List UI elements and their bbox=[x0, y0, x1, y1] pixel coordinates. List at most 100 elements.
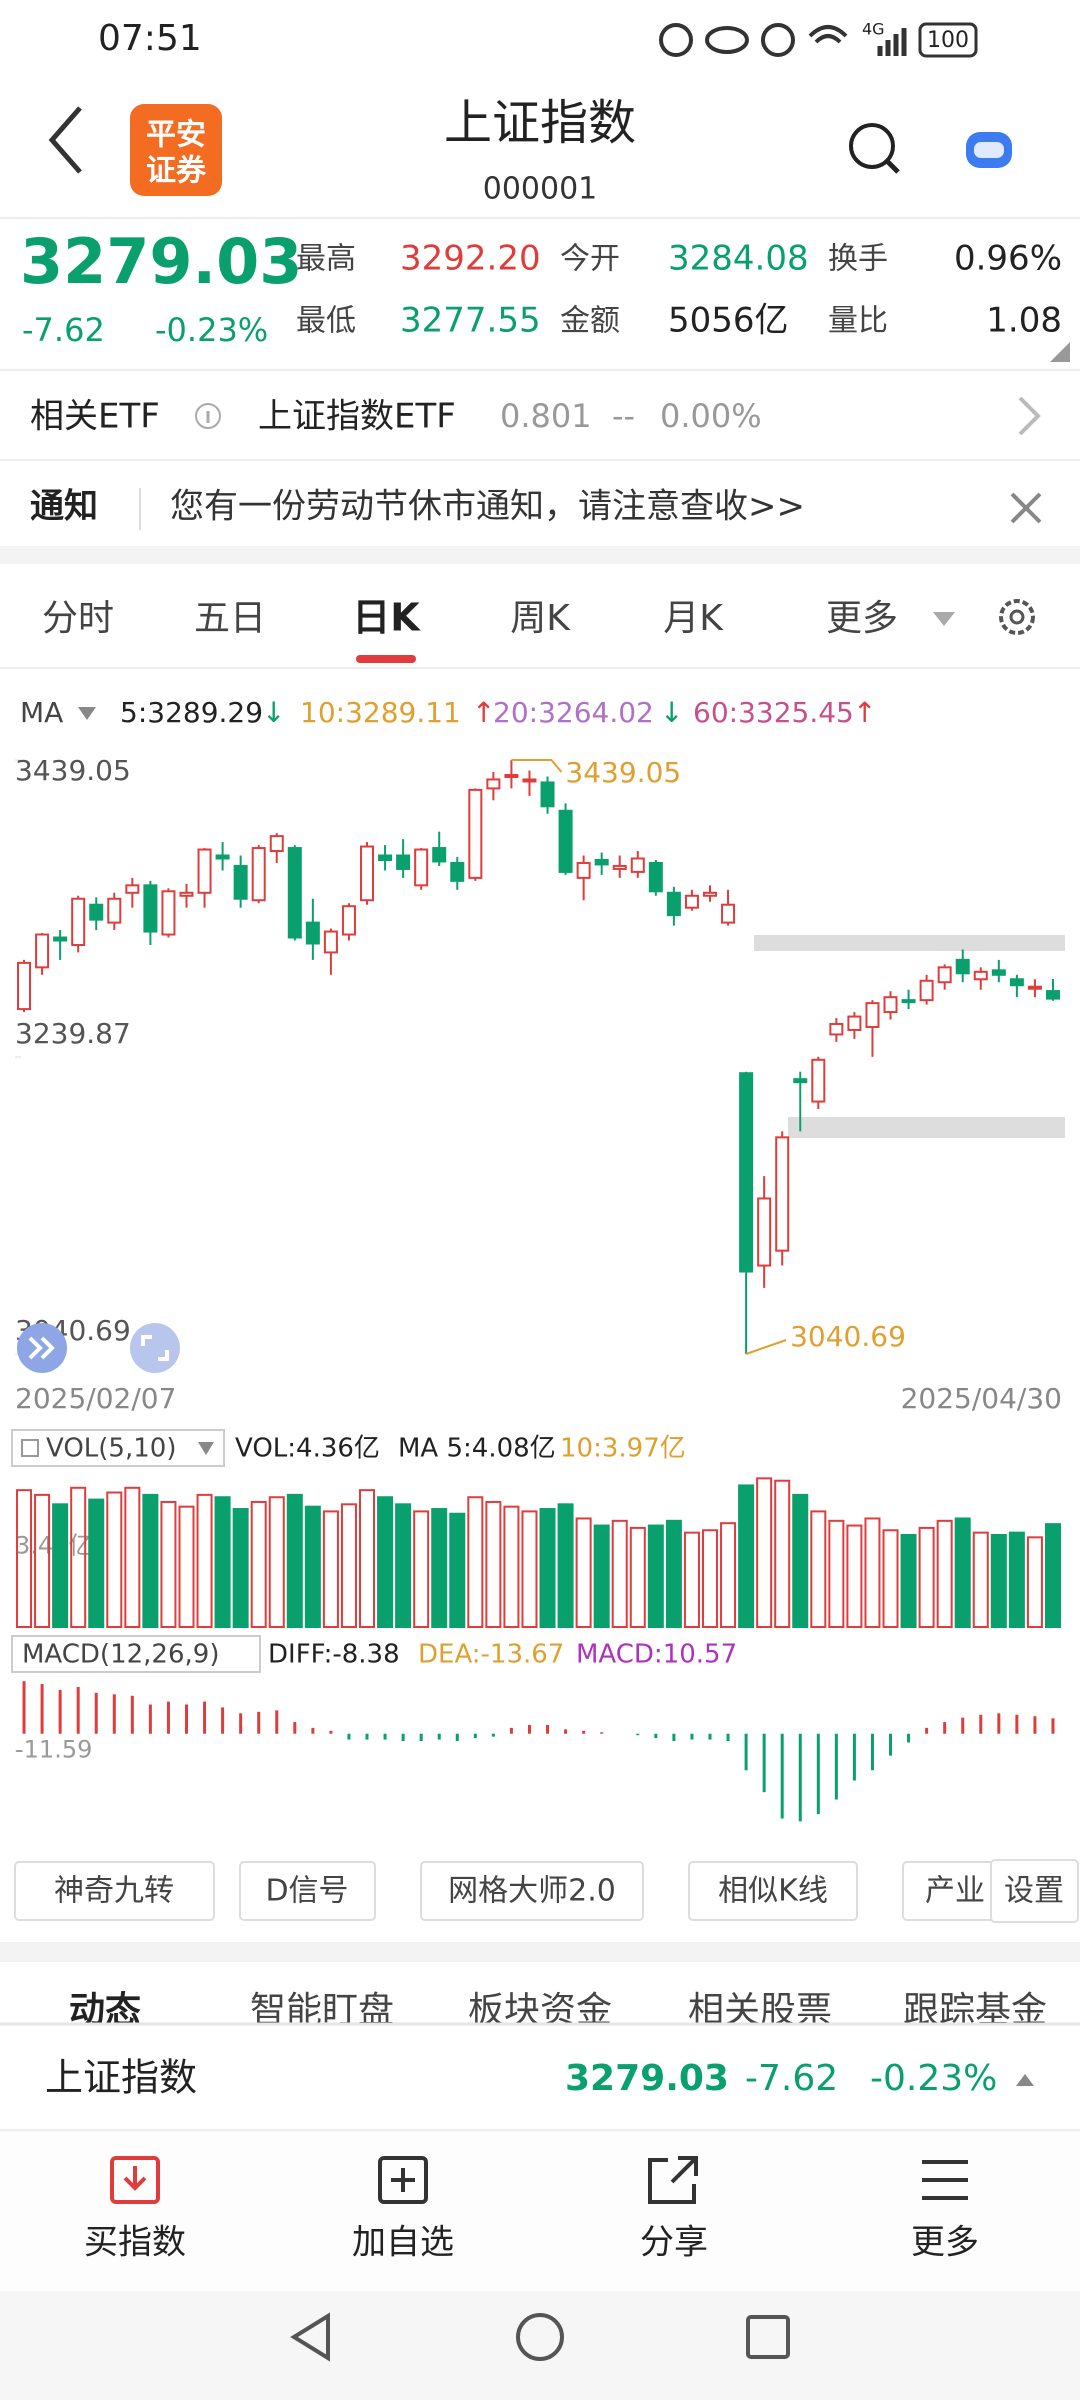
candle-body bbox=[612, 864, 627, 870]
candle-body bbox=[991, 969, 1006, 976]
low-annotation: 3040.69 bbox=[790, 1320, 906, 1353]
tool-button[interactable] bbox=[420, 1861, 644, 1921]
etf-name[interactable]: 上证指数ETF bbox=[258, 397, 456, 437]
vol-label[interactable]: VOL(5,10) bbox=[46, 1434, 176, 1464]
candle-body bbox=[775, 1136, 790, 1252]
macd-tick-label: -11.59 bbox=[15, 1736, 92, 1764]
candle-body bbox=[143, 884, 158, 933]
candle-body bbox=[865, 1002, 880, 1028]
y-tick-label: 3239.87 bbox=[15, 1017, 131, 1050]
info-icon[interactable] bbox=[195, 403, 221, 429]
action-icon[interactable] bbox=[648, 2156, 698, 2204]
tool-label[interactable]: 神奇九转 bbox=[54, 1874, 174, 1909]
tool-label[interactable]: 网格大师2.0 bbox=[448, 1874, 616, 1909]
nav-back[interactable] bbox=[290, 2312, 330, 2362]
field-value: 1.08 bbox=[986, 301, 1062, 341]
search-button[interactable] bbox=[849, 123, 895, 169]
action-label[interactable]: 买指数 bbox=[84, 2223, 186, 2263]
candle-body bbox=[919, 979, 934, 1002]
volume-bar bbox=[846, 1524, 863, 1628]
y-tick-label: 3439.05 bbox=[15, 754, 131, 787]
action-label[interactable]: 分享 bbox=[640, 2223, 708, 2263]
etf-chevron[interactable] bbox=[1018, 396, 1041, 436]
tool-label[interactable]: 设置 bbox=[1004, 1874, 1064, 1909]
action-label[interactable]: 加自选 bbox=[352, 2223, 454, 2263]
price-zone bbox=[788, 1117, 1065, 1138]
notice-text[interactable]: 您有一份劳动节休市通知，请注意查收>> bbox=[170, 487, 805, 527]
action-icon[interactable] bbox=[378, 2156, 428, 2204]
tool-label[interactable]: 产业 bbox=[925, 1874, 985, 1909]
volume-bar bbox=[774, 1479, 791, 1628]
fullscreen-button[interactable] bbox=[130, 1323, 180, 1373]
action-label[interactable]: 更多 bbox=[911, 2223, 979, 2263]
period-tab[interactable]: 更多 bbox=[826, 598, 898, 639]
volume-bar bbox=[395, 1503, 412, 1628]
field-value: 5056亿 bbox=[668, 301, 789, 341]
nav-bar bbox=[0, 2291, 1080, 2400]
volume-bar bbox=[575, 1517, 592, 1628]
nav-recent[interactable] bbox=[746, 2315, 790, 2359]
candle-body bbox=[233, 864, 248, 900]
candle-body bbox=[721, 903, 736, 924]
expand-arrow[interactable] bbox=[1016, 2074, 1034, 2086]
candle-body bbox=[269, 835, 284, 853]
candle-body bbox=[35, 933, 50, 969]
expand-corner[interactable] bbox=[1050, 342, 1070, 362]
indicator-box[interactable] bbox=[11, 1635, 261, 1673]
tool-button[interactable] bbox=[14, 1861, 215, 1921]
volume-bar bbox=[431, 1508, 448, 1628]
indicator-icon bbox=[21, 1439, 39, 1457]
volume-bar bbox=[214, 1496, 231, 1628]
indicator-box[interactable] bbox=[11, 1429, 225, 1467]
candle-body bbox=[125, 884, 140, 894]
notice-close[interactable] bbox=[1010, 492, 1042, 524]
period-tab[interactable]: 五日 bbox=[194, 598, 266, 639]
action-icon[interactable] bbox=[922, 2160, 968, 2200]
tool-button[interactable] bbox=[239, 1861, 376, 1921]
volume-bar bbox=[88, 1498, 105, 1628]
volume-bar bbox=[160, 1500, 177, 1628]
spacer bbox=[0, 1942, 1080, 1962]
volume-bar bbox=[756, 1477, 773, 1628]
logo-text: 证券 bbox=[146, 154, 207, 189]
volume-bar bbox=[954, 1517, 971, 1628]
candle-body bbox=[793, 1078, 808, 1084]
back-button[interactable] bbox=[48, 106, 82, 174]
candle-body bbox=[161, 890, 176, 936]
macd-dea: DEA:-13.67 bbox=[418, 1640, 564, 1670]
period-tab[interactable]: 分时 bbox=[42, 598, 114, 639]
action-icon[interactable] bbox=[110, 2156, 160, 2204]
field-value: 3292.20 bbox=[400, 239, 541, 279]
settings-icon[interactable] bbox=[999, 599, 1035, 635]
ma-legend-item: 60:3325.45 bbox=[693, 696, 854, 729]
period-tab[interactable]: 周K bbox=[510, 598, 571, 639]
macd-diff: DIFF:-8.38 bbox=[268, 1640, 400, 1670]
period-tab[interactable]: 月K bbox=[663, 598, 724, 639]
volume-bar bbox=[828, 1519, 845, 1628]
volume-bar bbox=[232, 1508, 249, 1628]
volume-bar bbox=[250, 1500, 267, 1628]
tool-button[interactable] bbox=[990, 1859, 1079, 1923]
volume-bar bbox=[34, 1493, 51, 1628]
period-tab-active[interactable]: 日K bbox=[352, 596, 421, 640]
macd-value: MACD:10.57 bbox=[576, 1640, 737, 1670]
field-label: 换手 bbox=[828, 242, 888, 277]
volume-bar bbox=[900, 1533, 917, 1628]
dropdown-arrow[interactable] bbox=[78, 707, 96, 720]
volume-bar bbox=[304, 1505, 321, 1628]
macd-label[interactable]: MACD(12,26,9) bbox=[22, 1640, 219, 1670]
search-button[interactable] bbox=[885, 159, 900, 174]
candle-body bbox=[540, 781, 555, 808]
tool-label[interactable]: 相似K线 bbox=[718, 1874, 828, 1909]
x-tick-label: 2025/02/07 bbox=[15, 1382, 176, 1415]
candle-body bbox=[702, 891, 717, 897]
nav-home[interactable] bbox=[516, 2313, 564, 2361]
settings-icon bbox=[1009, 609, 1025, 625]
tool-label[interactable]: D信号 bbox=[265, 1874, 348, 1909]
field-label: 最低 bbox=[296, 304, 356, 339]
dropdown-arrow bbox=[933, 612, 955, 626]
candle-body bbox=[251, 847, 266, 902]
vol-value: VOL:4.36亿 bbox=[235, 1434, 380, 1464]
tool-button[interactable] bbox=[688, 1861, 858, 1921]
footer-name: 上证指数 bbox=[45, 2056, 197, 2100]
